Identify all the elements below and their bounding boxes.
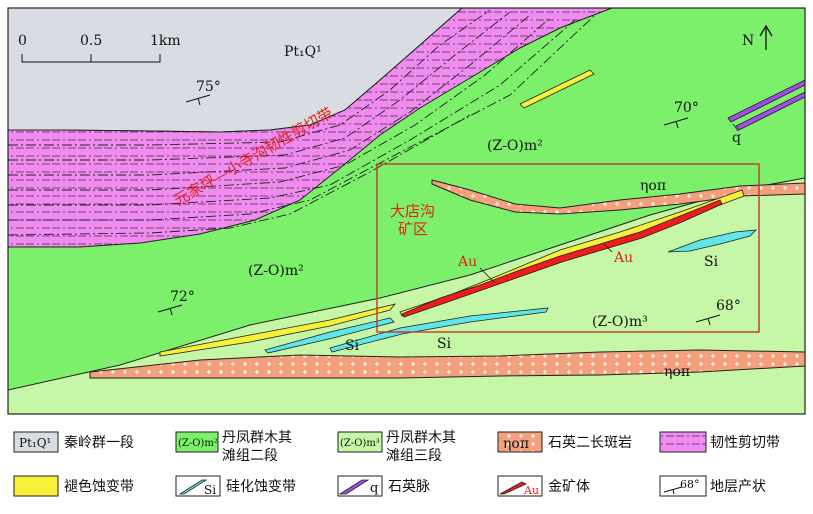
label-porphyry-south: ηoπ bbox=[664, 364, 690, 380]
bleach-zone-west bbox=[159, 303, 397, 357]
legend-text-shear: 韧性剪切带 bbox=[710, 435, 780, 451]
legend-text-porphyry: 石英二长斑岩 bbox=[548, 434, 632, 451]
legend-text-m2-line2: 滩组二段 bbox=[222, 448, 278, 464]
label-au-2: Au bbox=[613, 250, 633, 266]
legend-item-shear: 韧性剪切带 bbox=[659, 431, 780, 453]
si-zone-2 bbox=[329, 307, 549, 353]
mine-area-frame bbox=[376, 163, 760, 333]
dip-72: 72° bbox=[170, 289, 195, 305]
legend-symbol-pt1q1: Pt₁Q¹ bbox=[19, 436, 51, 450]
shear-foliation-lines bbox=[7, 9, 596, 236]
si-zone-1 bbox=[264, 317, 395, 354]
legend: Pt₁Q¹ 秦岭群一段 (Z-O)m² 丹凤群木其 滩组二段 (Z-O)m³ 丹… bbox=[13, 430, 780, 497]
label-zom2-west: (Z-O)m² bbox=[248, 263, 304, 279]
dip-symbol-68: 68° bbox=[695, 298, 741, 326]
map-border bbox=[7, 7, 806, 415]
legend-text-si: 硅化蚀变带 bbox=[226, 479, 296, 495]
label-au-1: Au bbox=[457, 254, 477, 270]
label-pt1q1: Pt₁Q¹ bbox=[284, 44, 322, 60]
label-si-2: Si bbox=[437, 336, 452, 352]
label-zom3: (Z-O)m³ bbox=[592, 314, 648, 330]
legend-symbol-porphyry: ηoπ bbox=[503, 436, 529, 452]
legend-text-m3-line2: 滩组三段 bbox=[386, 448, 442, 464]
legend-item-bleach: 褪色蚀变带 bbox=[13, 475, 134, 497]
legend-text-dip: 地层产状 bbox=[710, 479, 766, 495]
legend-symbol-m3: (Z-O)m³ bbox=[340, 438, 380, 449]
legend-symbol-m2: (Z-O)m² bbox=[178, 438, 218, 449]
legend-item-si: Si 硅化蚀变带 bbox=[175, 475, 296, 497]
au-2-leader bbox=[603, 243, 613, 253]
dip-68: 68° bbox=[716, 298, 741, 314]
legend-text-m3-line1: 丹凤群木其 bbox=[386, 430, 456, 446]
label-mine-line2: 矿区 bbox=[398, 220, 428, 238]
label-zom2-north: (Z-O)m² bbox=[487, 138, 543, 154]
legend-symbol-si: Si bbox=[204, 483, 216, 497]
si-zone-3 bbox=[667, 229, 758, 253]
legend-symbol-dip: 68° bbox=[680, 478, 700, 491]
legend-text-pt1q1: 秦岭群一段 bbox=[64, 435, 134, 451]
legend-item-dip: 68° 地层产状 bbox=[659, 475, 766, 497]
legend-item-quartz: q 石英脉 bbox=[337, 475, 430, 497]
scale-tick-0-5: 0.5 bbox=[80, 33, 102, 49]
bleach-zone-north bbox=[519, 69, 595, 109]
au-1-leader bbox=[479, 267, 495, 283]
label-q: q bbox=[732, 130, 741, 146]
gold-ore-body bbox=[401, 199, 723, 318]
label-si-1: Si bbox=[345, 338, 360, 354]
legend-item-pt1q1: Pt₁Q¹ 秦岭群一段 bbox=[13, 431, 134, 453]
legend-item-m2: (Z-O)m² 丹凤群木其 滩组二段 bbox=[175, 430, 292, 464]
label-mine-line1: 大店沟 bbox=[390, 202, 435, 220]
shear-zone-area bbox=[7, 7, 613, 248]
quartz-label-leader bbox=[732, 123, 739, 132]
legend-item-m3: (Z-O)m³ 丹凤群木其 滩组三段 bbox=[337, 430, 456, 464]
scale-tick-0: 0 bbox=[18, 33, 27, 49]
label-porphyry-north: ηoπ bbox=[640, 178, 666, 194]
legend-text-quartz: 石英脉 bbox=[388, 478, 430, 495]
dip-70: 70° bbox=[674, 100, 699, 116]
label-si-3: Si bbox=[704, 254, 719, 270]
scale-tick-1km: 1km bbox=[150, 33, 181, 49]
legend-text-bleach: 褪色蚀变带 bbox=[64, 478, 134, 495]
dip-symbol-75: 75° bbox=[185, 79, 221, 106]
north-arrow: N bbox=[742, 24, 773, 50]
dip-symbol-70: 70° bbox=[663, 100, 699, 129]
north-arrow-icon bbox=[759, 24, 773, 50]
legend-item-porphyry: ηoπ 石英二长斑岩 bbox=[497, 431, 632, 453]
legend-symbol-gold: Au bbox=[523, 484, 539, 497]
legend-item-gold: Au 金矿体 bbox=[497, 475, 590, 497]
scale-bar: 0 0.5 1km bbox=[18, 33, 181, 63]
north-label: N bbox=[742, 33, 754, 49]
dip-symbol-72: 72° bbox=[157, 289, 195, 316]
legend-text-m2-line1: 丹凤群木其 bbox=[222, 430, 292, 446]
dip-75: 75° bbox=[196, 79, 221, 95]
map-area: 0 0.5 1km N Pt₁Q¹ (Z-O)m² (Z-O)m² (Z-O)m… bbox=[7, 7, 806, 415]
legend-text-gold: 金矿体 bbox=[548, 479, 590, 495]
legend-symbol-quartz: q bbox=[370, 481, 378, 496]
